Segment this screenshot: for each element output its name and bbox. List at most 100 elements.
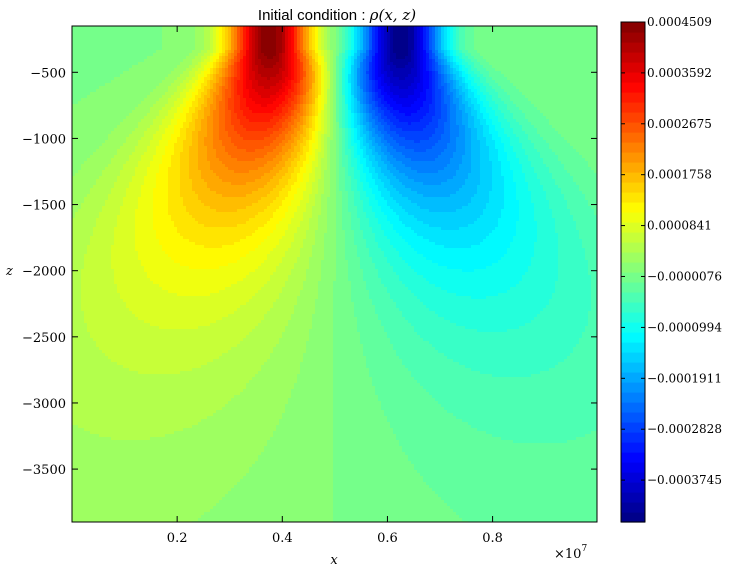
field-cell	[549, 29, 553, 33]
field-cell	[402, 32, 406, 36]
field-cell	[324, 35, 328, 39]
field-cell	[135, 29, 139, 33]
field-cell	[435, 35, 439, 39]
field-cell	[198, 26, 202, 30]
field-cell	[312, 47, 316, 51]
field-cell	[225, 32, 229, 36]
field-cell	[306, 32, 310, 36]
field-cell	[126, 29, 130, 33]
field-cell	[78, 44, 82, 48]
field-cell	[288, 26, 292, 30]
field-cell	[123, 41, 127, 45]
field-cell	[111, 44, 115, 48]
field-cell	[246, 26, 250, 30]
field-cell	[372, 38, 376, 42]
field-cell	[273, 26, 277, 30]
field-cell	[111, 41, 115, 45]
field-cell	[102, 41, 106, 45]
field-cell	[444, 29, 448, 33]
field-cell	[186, 38, 190, 42]
field-cell	[174, 44, 178, 48]
field-cell	[219, 26, 223, 30]
field-cell	[261, 35, 265, 39]
field-cell	[420, 32, 424, 36]
field-cell	[591, 26, 595, 30]
field-cell	[525, 35, 529, 39]
field-cell	[426, 32, 430, 36]
field-cell	[213, 41, 217, 45]
field-cell	[156, 32, 160, 36]
field-cell	[96, 41, 100, 45]
field-cell	[324, 47, 328, 51]
field-cell	[381, 32, 385, 36]
field-cell	[336, 41, 340, 45]
field-cell	[120, 32, 124, 36]
field-cell	[213, 29, 217, 33]
field-cell	[126, 44, 130, 48]
field-cell	[342, 32, 346, 36]
field-cell	[321, 26, 325, 30]
field-cell	[405, 26, 409, 30]
field-cell	[390, 41, 394, 45]
field-cell	[108, 44, 112, 48]
field-cell	[342, 35, 346, 39]
field-cell	[393, 41, 397, 45]
field-cell	[159, 38, 163, 42]
field-cell	[195, 29, 199, 33]
field-cell	[375, 29, 379, 33]
field-cell	[426, 38, 430, 42]
field-cell	[219, 44, 223, 48]
field-cell	[105, 38, 109, 42]
field-cell	[462, 38, 466, 42]
field-cell	[72, 29, 76, 33]
field-cell	[303, 35, 307, 39]
field-cell	[501, 26, 505, 30]
field-cell	[399, 38, 403, 42]
field-cell	[303, 41, 307, 45]
field-cell	[327, 29, 331, 33]
field-cell	[159, 41, 163, 45]
field-cell	[312, 26, 316, 30]
field-cell	[156, 26, 160, 30]
field-cell	[261, 41, 265, 45]
field-cell	[354, 26, 358, 30]
field-cell	[579, 26, 583, 30]
field-cell	[552, 35, 556, 39]
field-cell	[552, 26, 556, 30]
field-cell	[516, 41, 520, 45]
field-cell	[309, 35, 313, 39]
field-cell	[402, 29, 406, 33]
field-cell	[324, 26, 328, 30]
field-cell	[495, 35, 499, 39]
field-cell	[174, 32, 178, 36]
field-cell	[240, 44, 244, 48]
field-cell	[438, 29, 442, 33]
field-cell	[369, 41, 373, 45]
field-cell	[528, 26, 532, 30]
field-cell	[570, 26, 574, 30]
field-cell	[297, 26, 301, 30]
field-cell	[243, 26, 247, 30]
field-cell	[123, 47, 127, 51]
field-cell	[294, 29, 298, 33]
field-cell	[477, 32, 481, 36]
field-cell	[273, 32, 277, 36]
field-cell	[570, 29, 574, 33]
field-cell	[144, 38, 148, 42]
field-cell	[522, 38, 526, 42]
field-cell	[171, 38, 175, 42]
field-cell	[462, 41, 466, 45]
field-cell	[102, 44, 106, 48]
field-cell	[120, 47, 124, 51]
field-cell	[423, 38, 427, 42]
field-cell	[153, 41, 157, 45]
field-cell	[132, 26, 136, 30]
field-cell	[162, 41, 166, 45]
field-cell	[144, 32, 148, 36]
field-cell	[531, 35, 535, 39]
field-cell	[468, 44, 472, 48]
field-cell	[498, 29, 502, 33]
field-cell	[381, 47, 385, 51]
field-cell	[249, 44, 253, 48]
field-cell	[336, 44, 340, 48]
